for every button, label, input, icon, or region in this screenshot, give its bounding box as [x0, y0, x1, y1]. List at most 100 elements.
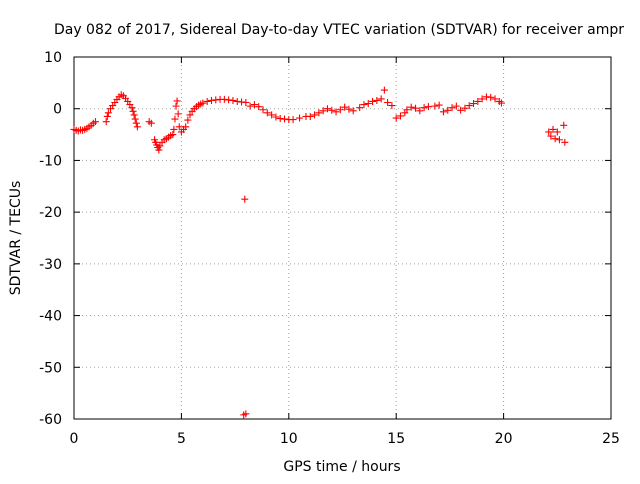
data-point [465, 102, 473, 110]
tick-layer: 0 5 10 15 20 25 -60 -50 -40 -30 -20 -10 0 10 [39, 50, 620, 447]
data-point [553, 128, 561, 136]
data-point [349, 107, 357, 115]
data-point [360, 101, 368, 109]
data-point [289, 116, 297, 124]
data-point [263, 109, 271, 117]
data-point [407, 103, 415, 111]
data-point [128, 104, 136, 112]
data-point [384, 99, 392, 107]
data-point [272, 113, 280, 121]
data-point [242, 410, 250, 418]
data-point [439, 108, 447, 116]
data-point [435, 101, 443, 109]
data-point [250, 101, 258, 109]
data-point [242, 99, 250, 107]
data-point [311, 111, 319, 119]
data-point [246, 102, 254, 110]
data-point [487, 93, 495, 101]
data-point [186, 111, 194, 119]
data-point [173, 97, 181, 105]
x-tick-label: 5 [177, 431, 186, 447]
grid-layer [74, 57, 611, 419]
data-point [478, 95, 486, 103]
data-point [560, 121, 568, 129]
data-point [474, 97, 482, 105]
data-point [364, 100, 372, 108]
data-point [255, 103, 263, 111]
data-point [431, 102, 439, 110]
data-point [132, 119, 140, 127]
y-tick-label: -10 [39, 153, 62, 169]
data-point [392, 114, 400, 122]
data-point [547, 132, 555, 140]
y-tick-label: 10 [44, 50, 62, 66]
data-point [184, 116, 192, 124]
y-tick-label: -50 [39, 360, 62, 376]
data-point [130, 111, 138, 119]
data-point [156, 142, 164, 150]
data-point [491, 95, 499, 103]
data-point [328, 106, 336, 114]
data-point [129, 107, 137, 115]
data-point [171, 115, 179, 123]
y-tick-label: 0 [53, 102, 62, 118]
data-point [323, 105, 331, 113]
data-point [497, 99, 505, 107]
data-point [457, 106, 465, 114]
x-tick-label: 10 [280, 431, 298, 447]
data-point [369, 97, 377, 105]
data-point [396, 112, 404, 120]
data-point [102, 118, 110, 126]
y-tick-label: -60 [39, 412, 62, 428]
data-point [448, 104, 456, 112]
data-point [336, 106, 344, 114]
data-point [103, 112, 111, 120]
data-point [373, 96, 381, 104]
y-tick-label: -30 [39, 257, 62, 273]
y-tick-label: -40 [39, 309, 62, 325]
data-point [452, 102, 460, 110]
data-point [296, 114, 304, 122]
data-point [380, 86, 388, 94]
data-point [172, 102, 180, 110]
x-tick-label: 15 [387, 431, 405, 447]
data-point [104, 109, 112, 117]
data-point [377, 95, 385, 103]
data-point [169, 131, 177, 139]
x-tick-label: 20 [495, 431, 513, 447]
data-layer [70, 86, 569, 419]
data-point [91, 118, 99, 126]
data-point [203, 97, 211, 105]
data-point [259, 106, 267, 114]
chart-title: Day 082 of 2017, Sidereal Day-to-day VTE… [54, 22, 624, 38]
data-point [345, 105, 353, 113]
data-point [319, 107, 327, 115]
x-axis-label: GPS time / hours [283, 459, 400, 475]
data-point [470, 100, 478, 108]
data-point [356, 104, 364, 112]
data-point [174, 110, 182, 118]
data-point [131, 115, 139, 123]
data-point [268, 111, 276, 119]
data-point [561, 138, 569, 146]
data-point [461, 104, 469, 112]
data-point [170, 125, 178, 133]
data-point [155, 146, 163, 154]
x-tick-label: 25 [602, 431, 620, 447]
data-point [551, 135, 559, 143]
data-point [229, 96, 237, 104]
data-point [182, 123, 190, 131]
data-point [555, 136, 563, 144]
data-point [388, 102, 396, 110]
data-point [412, 104, 420, 112]
data-point [341, 103, 349, 111]
data-point [332, 108, 340, 116]
data-point [444, 106, 452, 114]
data-point [420, 104, 428, 112]
data-point [549, 125, 557, 133]
data-point [424, 103, 432, 111]
data-point [241, 195, 249, 203]
data-point [306, 112, 314, 120]
